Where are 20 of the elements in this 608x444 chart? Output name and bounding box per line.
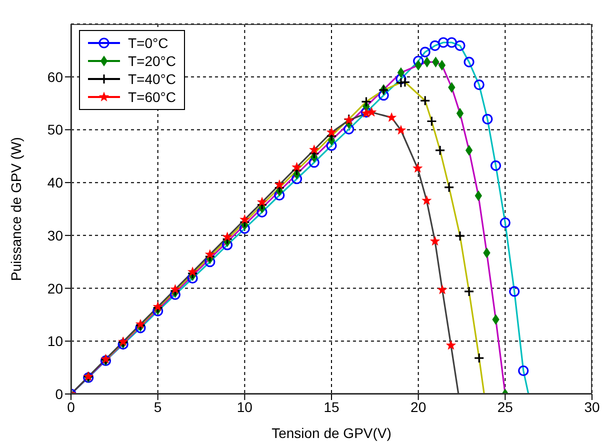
- x-tick-label: 5: [154, 398, 162, 415]
- x-axis-title: Tension de GPV(V): [272, 425, 392, 441]
- y-tick-label: 60: [47, 68, 64, 85]
- y-tick-label: 40: [47, 174, 64, 191]
- y-tick-label: 10: [47, 333, 64, 350]
- y-tick-label: 20: [47, 280, 64, 296]
- x-tick-label: 0: [67, 398, 76, 415]
- x-tick-label: 20: [410, 398, 426, 415]
- legend-label: T=0°C: [128, 35, 168, 51]
- y-tick-label: 0: [55, 386, 64, 402]
- legend-label: T=60°C: [128, 89, 176, 105]
- x-tick-label: 25: [497, 398, 514, 415]
- y-tick-label: 50: [47, 122, 64, 138]
- x-tick-label: 15: [324, 398, 340, 415]
- legend-label: T=40°C: [128, 71, 176, 87]
- legend-label: T=20°C: [128, 53, 176, 69]
- x-tick-label: 10: [236, 398, 253, 415]
- y-axis-title: Puissance de GPV (W): [8, 137, 24, 281]
- y-tick-label: 30: [47, 227, 64, 244]
- x-tick-label: 30: [584, 398, 600, 415]
